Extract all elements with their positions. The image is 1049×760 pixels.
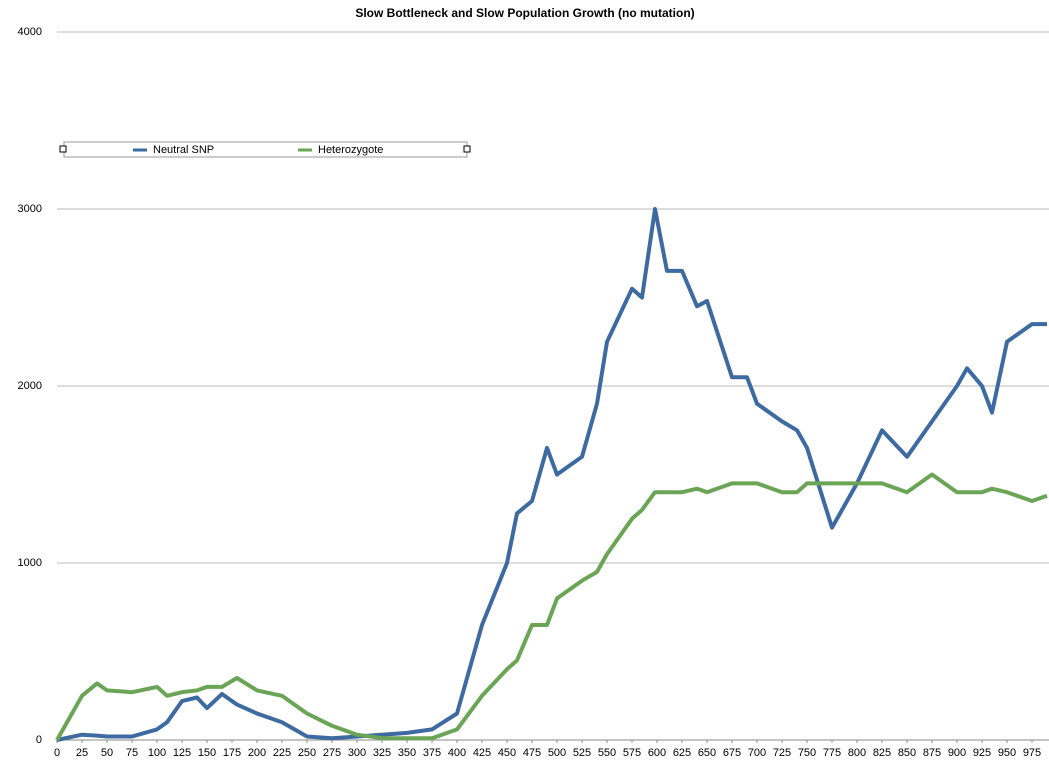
x-tick-label: 525 bbox=[573, 747, 591, 759]
x-tick-label: 450 bbox=[498, 747, 516, 759]
x-tick-label: 400 bbox=[448, 747, 466, 759]
x-tick-label: 275 bbox=[323, 747, 341, 759]
x-tick-label: 625 bbox=[673, 747, 691, 759]
x-tick-label: 425 bbox=[473, 747, 491, 759]
x-tick-label: 375 bbox=[423, 747, 441, 759]
x-tick-label: 325 bbox=[373, 747, 391, 759]
x-tick-label: 825 bbox=[873, 747, 891, 759]
x-tick-label: 350 bbox=[398, 747, 416, 759]
x-tick-label: 600 bbox=[648, 747, 666, 759]
legend-handle bbox=[463, 145, 471, 153]
y-tick-label: 4000 bbox=[18, 26, 42, 38]
x-tick-label: 875 bbox=[923, 747, 941, 759]
x-tick-label: 0 bbox=[54, 747, 60, 759]
x-tick-label: 900 bbox=[948, 747, 966, 759]
x-tick-label: 75 bbox=[126, 747, 138, 759]
x-tick-label: 575 bbox=[623, 747, 641, 759]
x-tick-label: 25 bbox=[76, 747, 88, 759]
x-tick-label: 500 bbox=[548, 747, 566, 759]
x-tick-label: 800 bbox=[848, 747, 866, 759]
chart-title: Slow Bottleneck and Slow Population Grow… bbox=[355, 6, 694, 20]
legend-label: Heterozygote bbox=[318, 144, 383, 156]
series-line bbox=[56, 207, 1047, 742]
x-tick-label: 950 bbox=[998, 747, 1016, 759]
legend-box bbox=[63, 141, 468, 158]
legend-handle bbox=[59, 145, 67, 153]
x-tick-label: 175 bbox=[223, 747, 241, 759]
y-tick-label: 2000 bbox=[18, 380, 42, 392]
x-tick-label: 250 bbox=[298, 747, 316, 759]
x-tick-label: 850 bbox=[898, 747, 916, 759]
x-tick-label: 150 bbox=[198, 747, 216, 759]
x-tick-label: 475 bbox=[523, 747, 541, 759]
x-tick-label: 125 bbox=[173, 747, 191, 759]
x-tick-label: 550 bbox=[598, 747, 616, 759]
legend-label: Neutral SNP bbox=[153, 144, 214, 156]
x-tick-label: 700 bbox=[748, 747, 766, 759]
series-line bbox=[55, 472, 1048, 741]
x-tick-label: 100 bbox=[148, 747, 166, 759]
y-tick-label: 3000 bbox=[18, 203, 42, 215]
x-tick-label: 650 bbox=[698, 747, 716, 759]
x-tick-label: 975 bbox=[1023, 747, 1041, 759]
x-tick-label: 725 bbox=[773, 747, 791, 759]
x-tick-label: 675 bbox=[723, 747, 741, 759]
x-tick-label: 925 bbox=[973, 747, 991, 759]
x-tick-label: 300 bbox=[348, 747, 366, 759]
x-tick-label: 750 bbox=[798, 747, 816, 759]
x-tick-label: 775 bbox=[823, 747, 841, 759]
y-tick-label: 0 bbox=[36, 734, 42, 746]
x-tick-label: 50 bbox=[101, 747, 113, 759]
y-tick-label: 1000 bbox=[18, 557, 42, 569]
x-tick-label: 200 bbox=[248, 747, 266, 759]
x-tick-label: 225 bbox=[273, 747, 291, 759]
